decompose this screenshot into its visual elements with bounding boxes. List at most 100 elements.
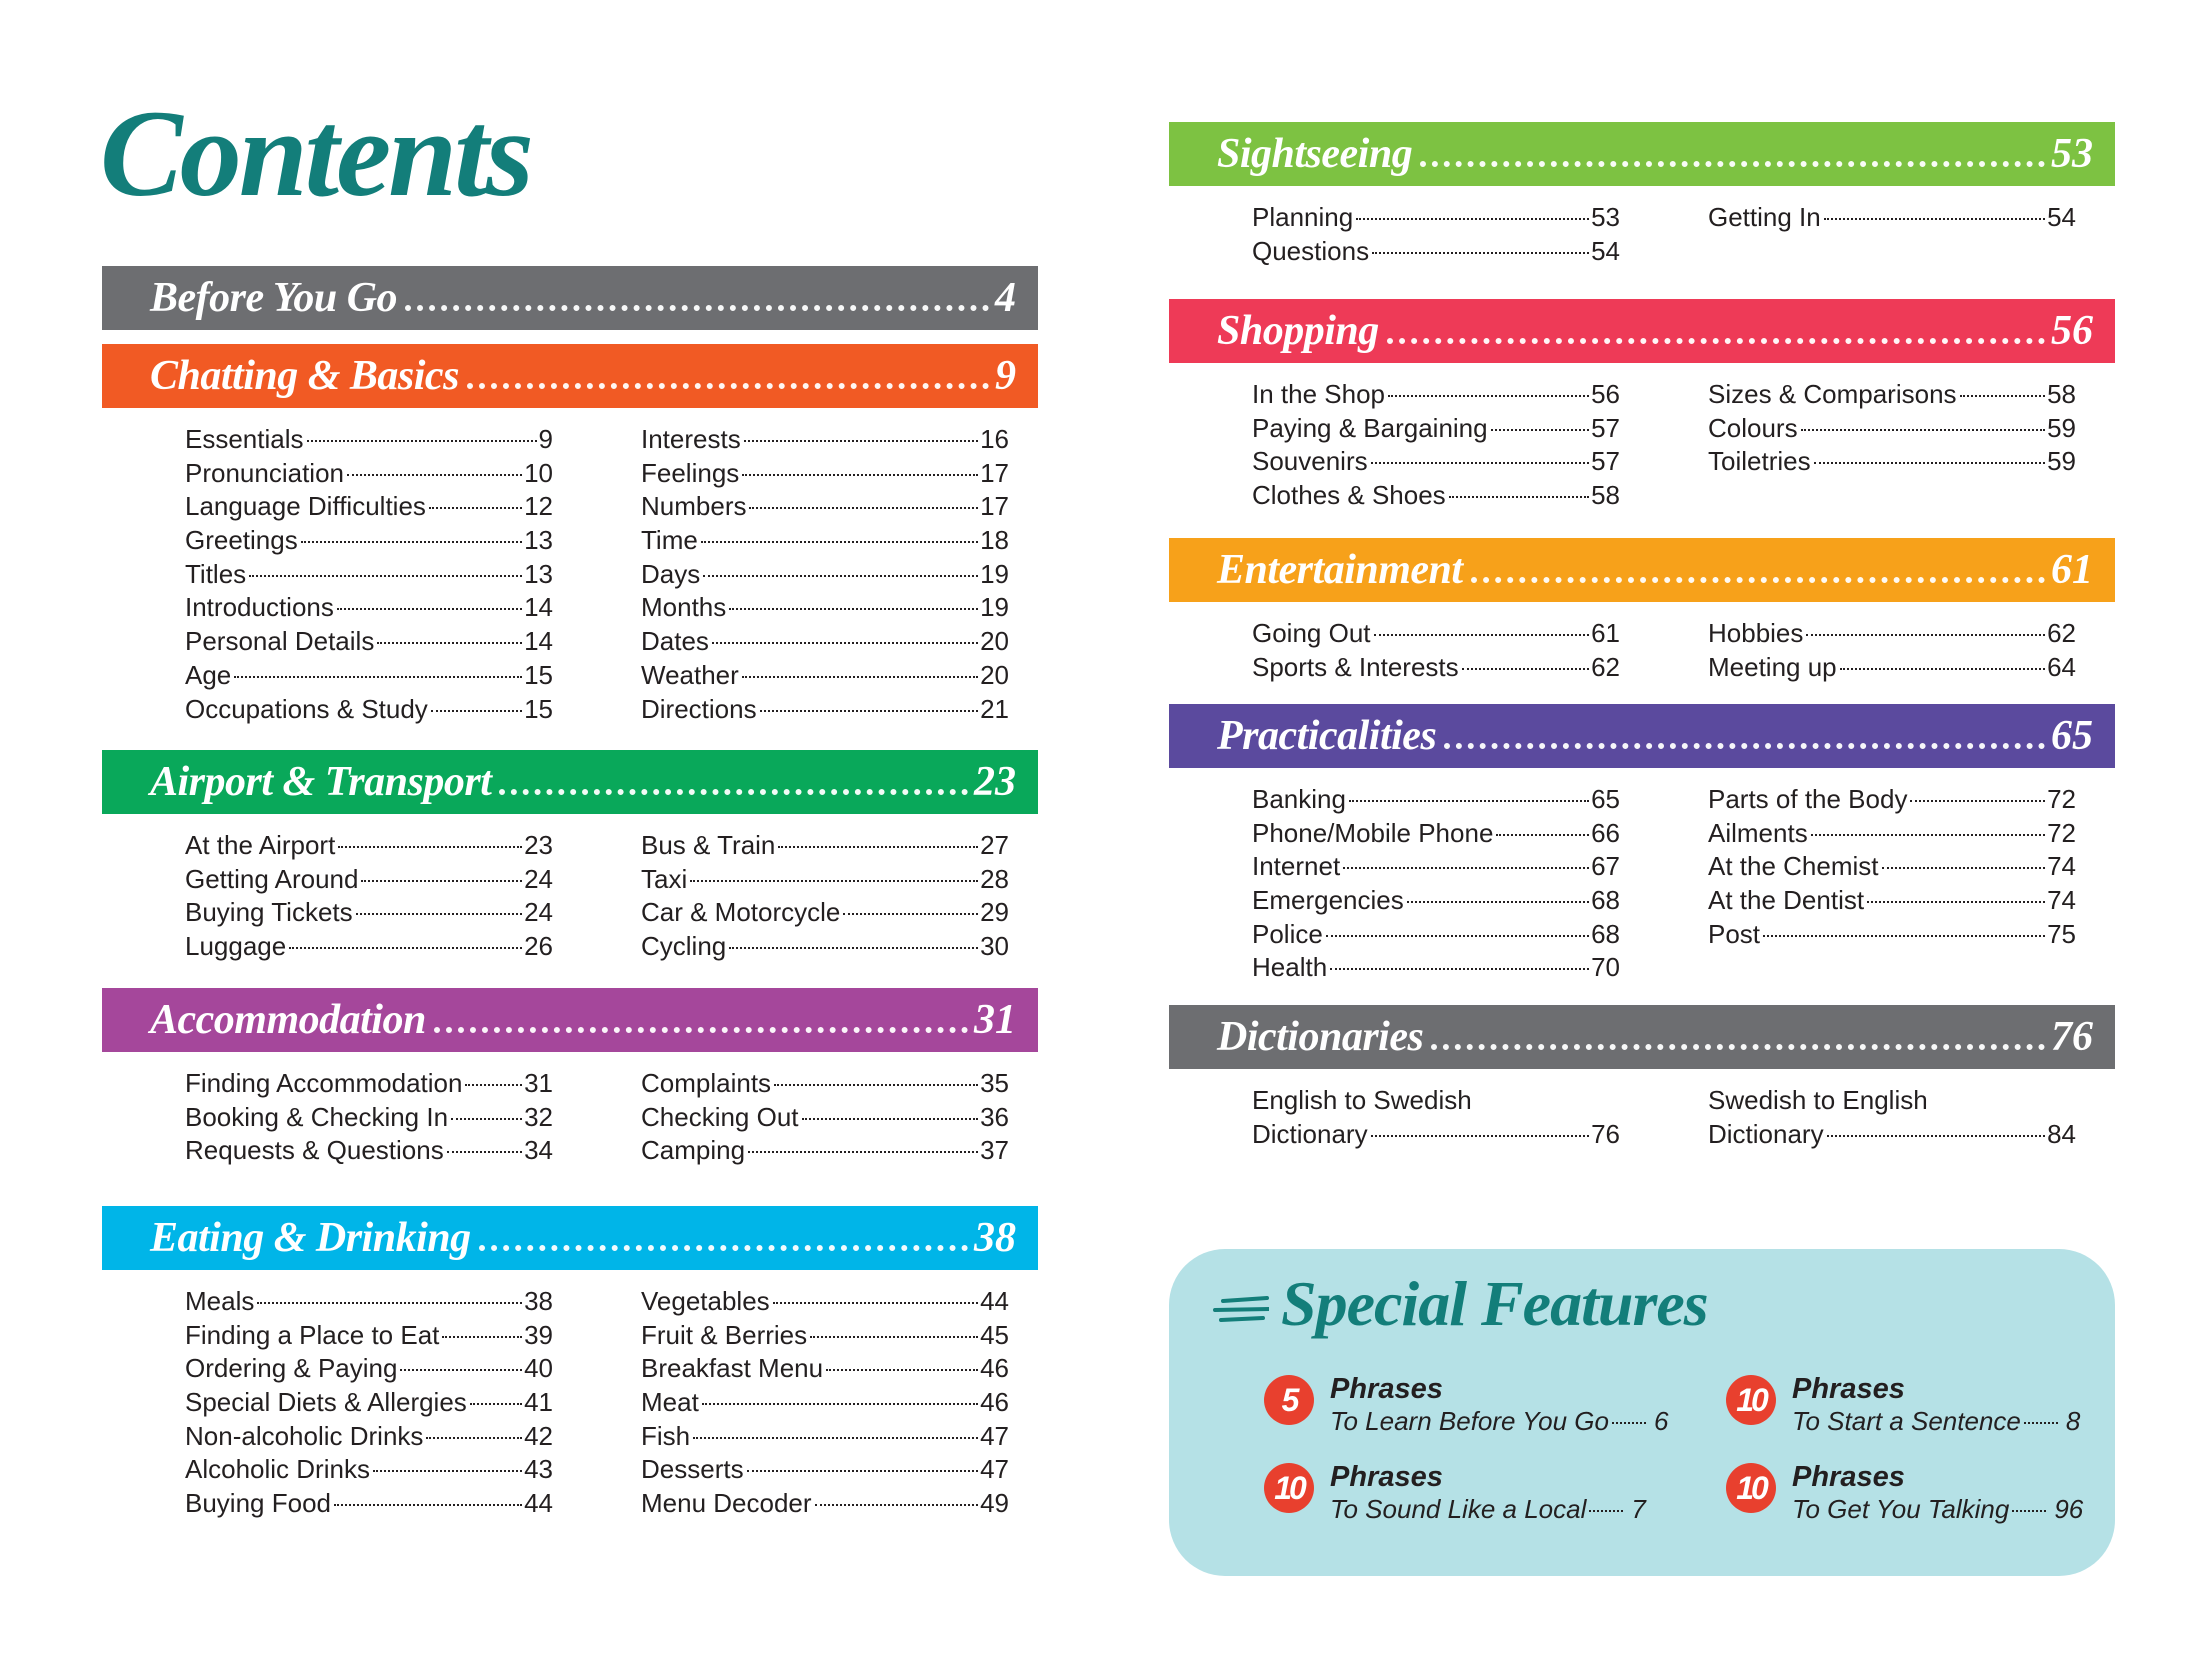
toc-entry[interactable]: Menu Decoder 49 (641, 1487, 1009, 1521)
toc-entry[interactable]: Checking Out 36 (641, 1101, 1009, 1135)
entry-page: 84 (2047, 1118, 2076, 1149)
toc-entry[interactable]: Directions 21 (641, 693, 1009, 727)
toc-entry[interactable]: Fruit & Berries 45 (641, 1319, 1009, 1353)
toc-entry[interactable]: Bus & Train 27 (641, 829, 1009, 863)
toc-entry[interactable]: Post 75 (1708, 918, 2076, 952)
toc-entry[interactable]: Hobbies 62 (1708, 617, 2076, 651)
toc-entry[interactable]: Pronunciation 10 (185, 457, 553, 491)
toc-entry[interactable]: Meals 38 (185, 1285, 553, 1319)
toc-entry[interactable]: Meeting up 64 (1708, 651, 2076, 685)
toc-entry[interactable]: Dictionary 84 (1708, 1118, 2076, 1152)
toc-entry[interactable]: At the Chemist 74 (1708, 850, 2076, 884)
toc-entry[interactable]: Questions 54 (1252, 235, 1620, 269)
toc-entry[interactable]: Special Diets & Allergies 41 (185, 1386, 553, 1420)
toc-entry[interactable]: Taxi 28 (641, 863, 1009, 897)
toc-entry[interactable]: Desserts 47 (641, 1453, 1009, 1487)
section-header-practicalities[interactable]: Practicalities 65 (1169, 704, 2115, 768)
toc-entry[interactable]: Emergencies 68 (1252, 884, 1620, 918)
toc-entry[interactable]: Health 70 (1252, 951, 1620, 985)
dotted-leader (1881, 867, 2046, 870)
toc-entry[interactable]: Personal Details 14 (185, 625, 553, 659)
toc-entry[interactable]: At the Airport 23 (185, 829, 553, 863)
section-header-entertainment[interactable]: Entertainment 61 (1169, 538, 2115, 602)
toc-entry[interactable]: Banking 65 (1252, 783, 1620, 817)
toc-entry[interactable]: Vegetables 44 (641, 1285, 1009, 1319)
entry-label: Getting Around (185, 863, 359, 894)
special-feature-item[interactable]: 10 Phrases To Start a Sentence 8 (1726, 1373, 2080, 1437)
toc-entry[interactable]: Occupations & Study 15 (185, 693, 553, 727)
section-page: 65 (2051, 713, 2093, 759)
toc-entry[interactable]: English to Swedish (1252, 1084, 1620, 1118)
toc-entry[interactable]: At the Dentist 74 (1708, 884, 2076, 918)
toc-entry[interactable]: Fish 47 (641, 1420, 1009, 1454)
section-header-sightseeing[interactable]: Sightseeing 53 (1169, 122, 2115, 186)
toc-entry[interactable]: Complaints 35 (641, 1067, 1009, 1101)
toc-entry[interactable]: Luggage 26 (185, 930, 553, 964)
toc-entry[interactable]: Months 19 (641, 591, 1009, 625)
section-header-accommodation[interactable]: Accommodation 31 (102, 988, 1038, 1052)
special-feature-item[interactable]: 5 Phrases To Learn Before You Go 6 (1264, 1373, 1668, 1437)
toc-entry[interactable]: Titles 13 (185, 558, 553, 592)
dotted-leader (446, 1151, 523, 1154)
toc-entry[interactable]: Breakfast Menu 46 (641, 1352, 1009, 1386)
section-header-chatting[interactable]: Chatting & Basics 9 (102, 344, 1038, 408)
section-header-shopping[interactable]: Shopping 56 (1169, 299, 2115, 363)
toc-entry[interactable]: Interests 16 (641, 423, 1009, 457)
toc-entry[interactable]: Introductions 14 (185, 591, 553, 625)
section-header-airport[interactable]: Airport & Transport 23 (102, 750, 1038, 814)
section-header-before[interactable]: Before You Go 4 (102, 266, 1038, 330)
toc-entry[interactable]: Alcoholic Drinks 43 (185, 1453, 553, 1487)
toc-entry[interactable]: Essentials 9 (185, 423, 553, 457)
section-title: Before You Go (150, 275, 398, 321)
toc-entry[interactable]: Buying Tickets 24 (185, 896, 553, 930)
toc-entry[interactable]: Time 18 (641, 524, 1009, 558)
toc-entry[interactable]: Numbers 17 (641, 490, 1009, 524)
toc-entry[interactable]: Swedish to English (1708, 1084, 2076, 1118)
entry-label: Language Difficulties (185, 491, 426, 522)
toc-entry[interactable]: Sports & Interests 62 (1252, 651, 1620, 685)
dotted-leader (234, 675, 523, 678)
toc-entry[interactable]: Clothes & Shoes 58 (1252, 479, 1620, 513)
toc-entry[interactable]: Language Difficulties 12 (185, 490, 553, 524)
toc-entry[interactable]: Non-alcoholic Drinks 42 (185, 1420, 553, 1454)
toc-entry[interactable]: Age 15 (185, 659, 553, 693)
toc-entry[interactable]: Getting In 54 (1708, 201, 2076, 235)
toc-entry[interactable]: Days 19 (641, 558, 1009, 592)
toc-entry[interactable]: Phone/Mobile Phone 66 (1252, 817, 1620, 851)
toc-entry[interactable]: Planning 53 (1252, 201, 1620, 235)
toc-entry[interactable]: Feelings 17 (641, 457, 1009, 491)
entry-label: Requests & Questions (185, 1135, 444, 1166)
toc-entry[interactable]: Cycling 30 (641, 930, 1009, 964)
section-header-eating[interactable]: Eating & Drinking 38 (102, 1206, 1038, 1270)
section-header-dictionaries[interactable]: Dictionaries 76 (1169, 1005, 2115, 1069)
toc-entry[interactable]: Going Out 61 (1252, 617, 1620, 651)
dotted-leader (400, 1369, 523, 1372)
entry-column: Complaints 35 Checking Out 36 Camping 37 (641, 1067, 1009, 1168)
toc-entry[interactable]: Dictionary 76 (1252, 1118, 1620, 1152)
toc-entry[interactable]: Greetings 13 (185, 524, 553, 558)
toc-entry[interactable]: Dates 20 (641, 625, 1009, 659)
toc-entry[interactable]: Paying & Bargaining 57 (1252, 412, 1620, 446)
toc-entry[interactable]: Meat 46 (641, 1386, 1009, 1420)
toc-entry[interactable]: Internet 67 (1252, 850, 1620, 884)
toc-entry[interactable]: Getting Around 24 (185, 863, 553, 897)
toc-entry[interactable]: Finding a Place to Eat 39 (185, 1319, 553, 1353)
toc-entry[interactable]: In the Shop 56 (1252, 378, 1620, 412)
toc-entry[interactable]: Police 68 (1252, 918, 1620, 952)
toc-entry[interactable]: Sizes & Comparisons 58 (1708, 378, 2076, 412)
toc-entry[interactable]: Car & Motorcycle 29 (641, 896, 1009, 930)
toc-entry[interactable]: Finding Accommodation 31 (185, 1067, 553, 1101)
toc-entry[interactable]: Booking & Checking In 32 (185, 1101, 553, 1135)
toc-entry[interactable]: Parts of the Body 72 (1708, 783, 2076, 817)
toc-entry[interactable]: Buying Food 44 (185, 1487, 553, 1521)
toc-entry[interactable]: Colours 59 (1708, 412, 2076, 446)
toc-entry[interactable]: Requests & Questions 34 (185, 1134, 553, 1168)
toc-entry[interactable]: Ordering & Paying 40 (185, 1352, 553, 1386)
toc-entry[interactable]: Ailments 72 (1708, 817, 2076, 851)
toc-entry[interactable]: Weather 20 (641, 659, 1009, 693)
special-feature-item[interactable]: 10 Phrases To Get You Talking 96 (1726, 1461, 2083, 1525)
special-feature-item[interactable]: 10 Phrases To Sound Like a Local 7 (1264, 1461, 1646, 1525)
toc-entry[interactable]: Souvenirs 57 (1252, 445, 1620, 479)
toc-entry[interactable]: Camping 37 (641, 1134, 1009, 1168)
toc-entry[interactable]: Toiletries 59 (1708, 445, 2076, 479)
